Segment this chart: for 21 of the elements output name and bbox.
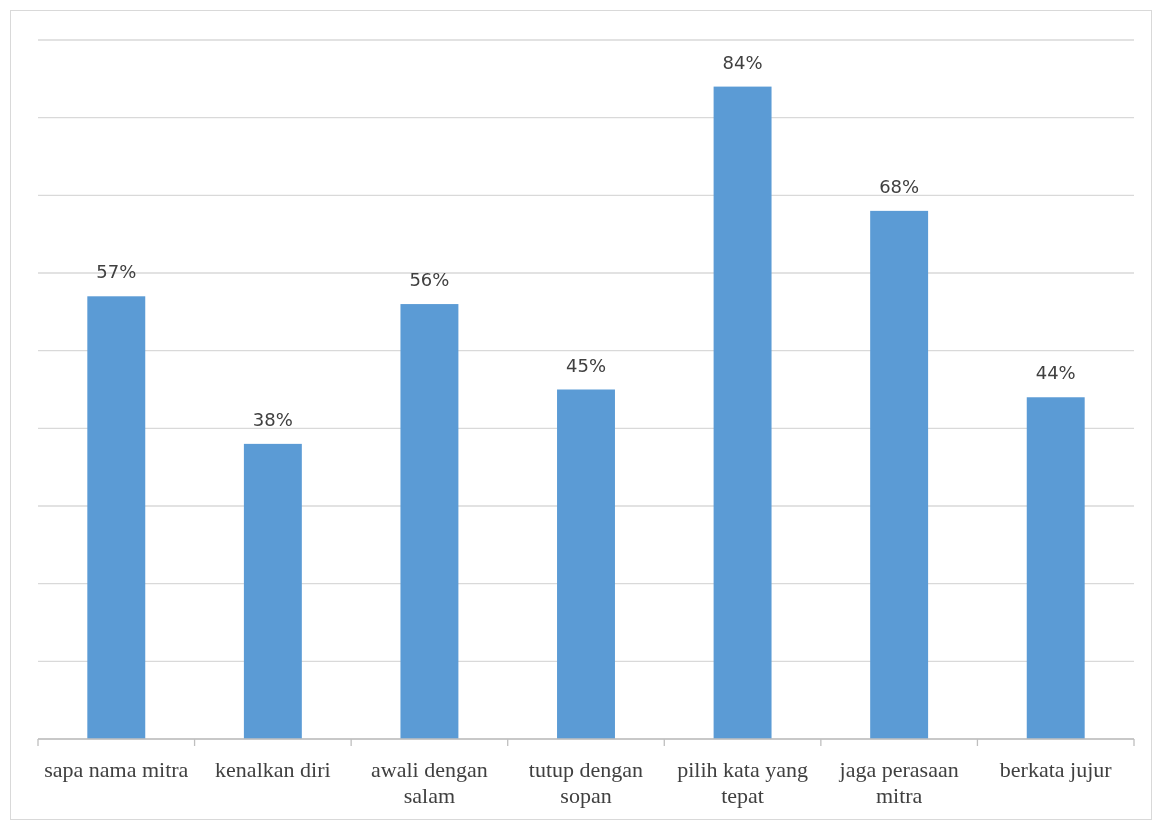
data-label: 56% <box>409 269 450 291</box>
x-tick-label: berkata jujur <box>999 757 1113 782</box>
x-tick-label: jaga perasaan mitra <box>838 757 959 808</box>
data-label: 84% <box>722 51 763 73</box>
x-tick-label: awali dengan salam <box>371 757 488 808</box>
bar <box>557 389 615 739</box>
bar <box>243 443 302 739</box>
x-tick-label: pilih kata yang tepat <box>677 757 808 808</box>
data-label: 57% <box>96 261 137 283</box>
data-label: 45% <box>565 354 607 376</box>
x-tick-label: sapa nama mitra <box>44 757 189 782</box>
data-label: 68% <box>879 175 920 197</box>
bar <box>87 296 146 739</box>
x-tick-label: tutup dengan sopan <box>528 757 644 808</box>
data-label: 38% <box>252 408 293 430</box>
x-tick-label: kenalkan diri <box>215 757 331 782</box>
bar <box>1026 397 1085 739</box>
bar <box>870 210 929 739</box>
data-label: 44% <box>1035 362 1076 384</box>
bar <box>400 304 459 739</box>
bar <box>713 86 772 739</box>
